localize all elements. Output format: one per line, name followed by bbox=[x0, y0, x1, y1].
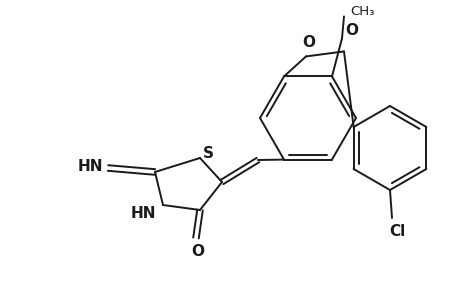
Text: CH₃: CH₃ bbox=[349, 5, 373, 18]
Text: S: S bbox=[202, 146, 213, 160]
Text: O: O bbox=[191, 244, 204, 260]
Text: O: O bbox=[302, 35, 315, 50]
Text: HN: HN bbox=[130, 206, 156, 220]
Text: O: O bbox=[345, 23, 358, 38]
Text: HN: HN bbox=[77, 158, 102, 173]
Text: Cl: Cl bbox=[388, 224, 404, 239]
